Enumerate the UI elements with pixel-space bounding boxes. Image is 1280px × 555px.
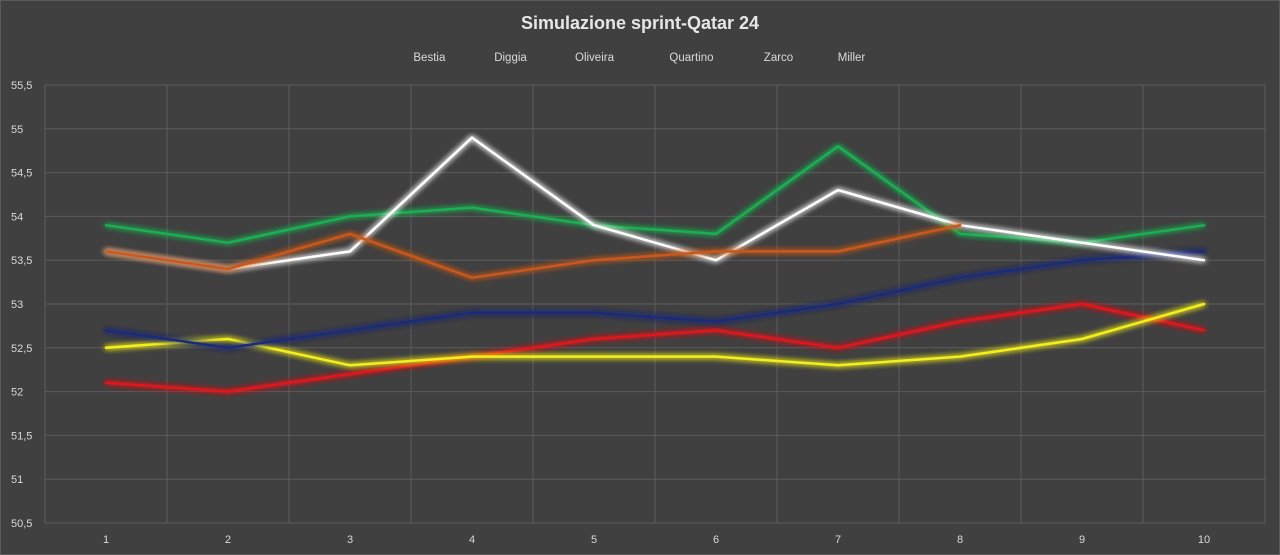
x-tick-label: 5 <box>591 534 597 546</box>
y-axis: 50,5 51 51,5 52 52,5 53 53,5 54 54,5 55 55,5 <box>11 80 32 530</box>
y-tick-label: 50,5 <box>11 518 32 530</box>
grid <box>44 84 1266 524</box>
x-tick-label: 8 <box>957 534 963 546</box>
series-line-bestia <box>104 302 1206 393</box>
x-tick-label: 2 <box>225 534 231 546</box>
y-tick-label: 52 <box>11 387 23 399</box>
x-tick-label: 3 <box>347 534 353 546</box>
legend-label: Oliveira <box>575 52 615 64</box>
legend-item-bestia: Bestia <box>386 52 446 64</box>
x-axis: 1 2 3 4 5 6 7 8 9 10 <box>103 534 1210 546</box>
series-line-miller <box>104 223 962 279</box>
y-tick-label: 53 <box>11 299 23 311</box>
legend-label: Zarco <box>764 52 793 64</box>
y-tick-label: 54 <box>11 211 23 223</box>
legend-label: Diggia <box>494 52 527 64</box>
x-tick-label: 7 <box>835 534 841 546</box>
y-tick-label: 54,5 <box>11 168 32 180</box>
legend-label: Quartino <box>669 52 713 64</box>
series-line-zarco <box>104 136 1206 271</box>
series-line-oliveira <box>104 145 1206 244</box>
legend-label: Miller <box>838 52 866 64</box>
y-tick-label: 51 <box>11 474 23 486</box>
x-tick-label: 9 <box>1079 534 1085 546</box>
series-group <box>104 136 1206 393</box>
legend-item-quartino: Quartino <box>642 52 714 64</box>
series-line-quartino <box>104 250 1206 350</box>
y-tick-label: 55 <box>11 124 23 136</box>
y-tick-label: 51,5 <box>11 430 32 442</box>
x-tick-label: 1 <box>103 534 109 546</box>
x-tick-label: 4 <box>469 534 475 546</box>
chart-title: Simulazione sprint-Qatar 24 <box>521 13 759 33</box>
legend-label: Bestia <box>413 52 446 64</box>
x-tick-label: 10 <box>1198 534 1210 546</box>
legend-item-miller: Miller <box>810 52 866 64</box>
y-tick-label: 55,5 <box>11 80 32 92</box>
legend-item-diggia: Diggia <box>466 52 527 64</box>
y-tick-label: 53,5 <box>11 255 32 267</box>
legend-item-oliveira: Oliveira <box>547 52 615 64</box>
legend: Bestia Diggia Oliveira Quartino Zarco Miller <box>386 52 866 64</box>
series-line-diggia <box>104 302 1206 367</box>
y-tick-label: 52,5 <box>11 343 32 355</box>
x-tick-label: 6 <box>713 534 719 546</box>
legend-item-zarco: Zarco <box>736 52 793 64</box>
